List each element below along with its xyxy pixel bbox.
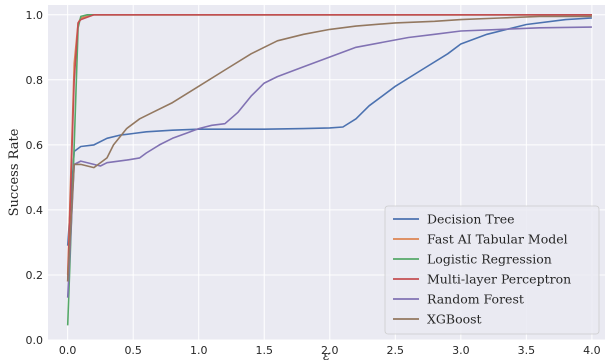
x-tick-label: 1.0 <box>190 344 208 357</box>
x-tick-label: 2.0 <box>321 344 339 357</box>
x-tick-label: 0.5 <box>124 344 142 357</box>
legend-entry-label: Fast AI Tabular Model <box>427 232 568 247</box>
x-axis-label: ε <box>323 349 330 364</box>
x-tick-label: 0.0 <box>59 344 77 357</box>
x-tick-label: 1.5 <box>255 344 273 357</box>
series-lines <box>66 14 592 326</box>
legend-box <box>384 205 600 335</box>
x-tick-labels: 0.0 0.5 1.0 1.5 2.0 2.5 3.0 3.5 4.0 <box>59 344 601 357</box>
x-tick-label: 3.0 <box>452 344 470 357</box>
y-axis-label: Success Rate <box>7 128 22 216</box>
legend-entry-label: XGBoost <box>427 312 482 327</box>
legend-entry-label: Random Forest <box>427 292 524 307</box>
legend-entry-label: Logistic Regression <box>427 252 552 267</box>
x-tick-label: 3.5 <box>518 344 536 357</box>
x-tick-label: 4.0 <box>583 344 601 357</box>
y-tick-labels: 0.0 0.2 0.4 0.6 0.8 1.0 <box>26 9 44 347</box>
legend-entry-label: Decision Tree <box>427 212 515 227</box>
y-tick-label: 0.4 <box>26 204 44 217</box>
y-tick-label: 0.6 <box>26 139 44 152</box>
series-line-decision-tree <box>66 17 592 246</box>
legend: Decision Tree Fast AI Tabular Model Logist… <box>384 205 600 335</box>
series-line-multi-layer-perceptron <box>66 14 592 282</box>
x-tick-label: 2.5 <box>387 344 405 357</box>
y-tick-label: 0.2 <box>26 269 44 282</box>
legend-entry-label: Multi-layer Perceptron <box>427 272 571 287</box>
y-tick-label: 0.0 <box>26 334 44 347</box>
y-tick-label: 1.0 <box>26 9 44 22</box>
series-line-xgboost <box>66 15 592 282</box>
y-tick-label: 0.8 <box>26 74 44 87</box>
series-line-random-forest <box>66 26 592 298</box>
